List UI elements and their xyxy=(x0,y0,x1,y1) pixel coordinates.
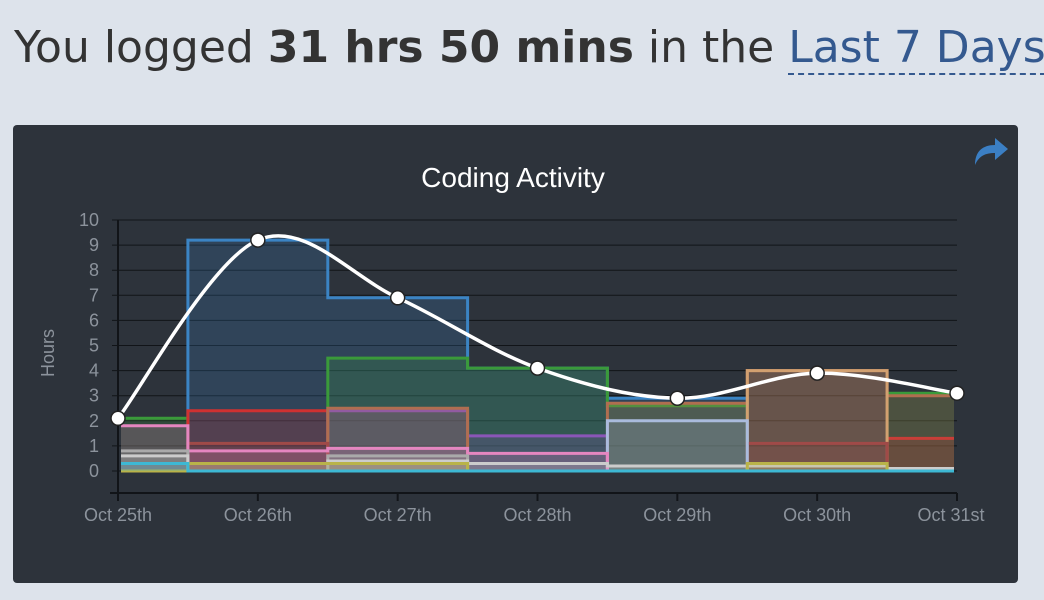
total-point-5 xyxy=(809,365,825,381)
y-tick-label: 4 xyxy=(89,361,99,381)
y-tick-label: 7 xyxy=(89,285,99,305)
y-tick-label: 9 xyxy=(89,235,99,255)
y-tick-label: 6 xyxy=(89,310,99,330)
share-arrow-icon[interactable] xyxy=(971,135,1011,173)
coding-activity-chart: Coding Activity Hours 0 1 2 3 4 5 6 7 8 9 10 Oct 25… xyxy=(38,162,985,525)
series-area-6 xyxy=(121,443,954,471)
total-point-1 xyxy=(250,232,266,248)
x-tick-label: Oct 26th xyxy=(224,505,292,525)
summary-headline: You logged 31 hrs 50 mins in the Last 7 … xyxy=(14,22,1044,75)
y-tick-label: 10 xyxy=(79,210,99,230)
series-area-5 xyxy=(121,370,954,471)
y-tick-label: 1 xyxy=(89,436,99,456)
date-range-link[interactable]: Last 7 Days xyxy=(788,22,1044,75)
summary-middle: in the xyxy=(633,22,789,73)
x-tick-label: Oct 31st xyxy=(917,505,984,525)
series-area-7 xyxy=(121,420,954,471)
total-point-4 xyxy=(669,390,686,406)
y-tick-label: 0 xyxy=(89,461,99,481)
x-tick-label: Oct 25th xyxy=(84,505,152,525)
total-duration: 31 hrs 50 mins xyxy=(267,22,634,73)
series-area-11 xyxy=(121,463,954,471)
summary-prefix: You logged xyxy=(14,22,268,73)
y-axis-label: Hours xyxy=(38,329,58,377)
series-line-12 xyxy=(121,462,954,473)
x-tick-label: Oct 29th xyxy=(643,505,711,525)
total-point-6 xyxy=(949,385,965,401)
y-tick-label: 3 xyxy=(89,386,99,406)
y-tick-label: 5 xyxy=(89,336,99,356)
x-tick-label: Oct 28th xyxy=(503,505,571,525)
total-point-2 xyxy=(389,290,406,306)
y-tick-label: 8 xyxy=(89,260,99,280)
y-tick-label: 2 xyxy=(89,411,99,431)
total-point-0 xyxy=(110,410,126,427)
chart-title: Coding Activity xyxy=(421,162,605,193)
chart-panel: Coding Activity Hours 0 1 2 3 4 5 6 7 8 9 10 Oct 25… xyxy=(13,125,1018,583)
x-tick-label: Oct 30th xyxy=(783,505,851,525)
x-tick-label: Oct 27th xyxy=(364,505,432,525)
total-point-3 xyxy=(529,360,546,376)
